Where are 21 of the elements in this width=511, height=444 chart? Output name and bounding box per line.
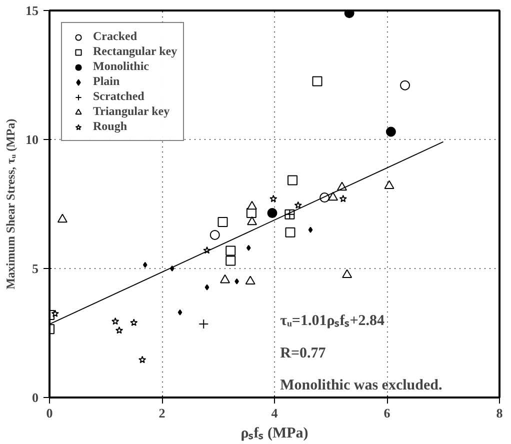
legend-label: Plain (93, 74, 120, 89)
legend-label: Triangular key (93, 104, 170, 119)
y-axis-title: Maximum Shear Stress, τᵤ (MPa) (4, 118, 18, 290)
x-tick-label: 2 (158, 406, 166, 420)
y-tick-label: 10 (26, 132, 38, 147)
legend-label: Cracked (93, 29, 137, 44)
y-tick-label: 5 (32, 261, 39, 276)
legend-label: Scratched (93, 89, 144, 104)
annotation: Monolithic was excluded. (280, 378, 442, 394)
x-tick-label: 0 (46, 406, 53, 420)
legend-label: Monolithic (93, 59, 149, 74)
legend-label: Rectangular key (93, 44, 178, 59)
x-axis-title: ρₛfₛ (MPa) (240, 426, 308, 442)
annotation: R=0.77 (280, 345, 326, 362)
x-tick-label: 4 (271, 406, 278, 420)
annotation: τᵤ=1.01ρₛfₛ+2.84 (280, 313, 386, 330)
y-tick-label: 0 (32, 390, 38, 405)
x-tick-label: 6 (384, 406, 391, 420)
legend-label: Rough (93, 119, 128, 134)
x-tick-label: 8 (496, 406, 504, 420)
y-tick-label: 15 (26, 3, 39, 18)
